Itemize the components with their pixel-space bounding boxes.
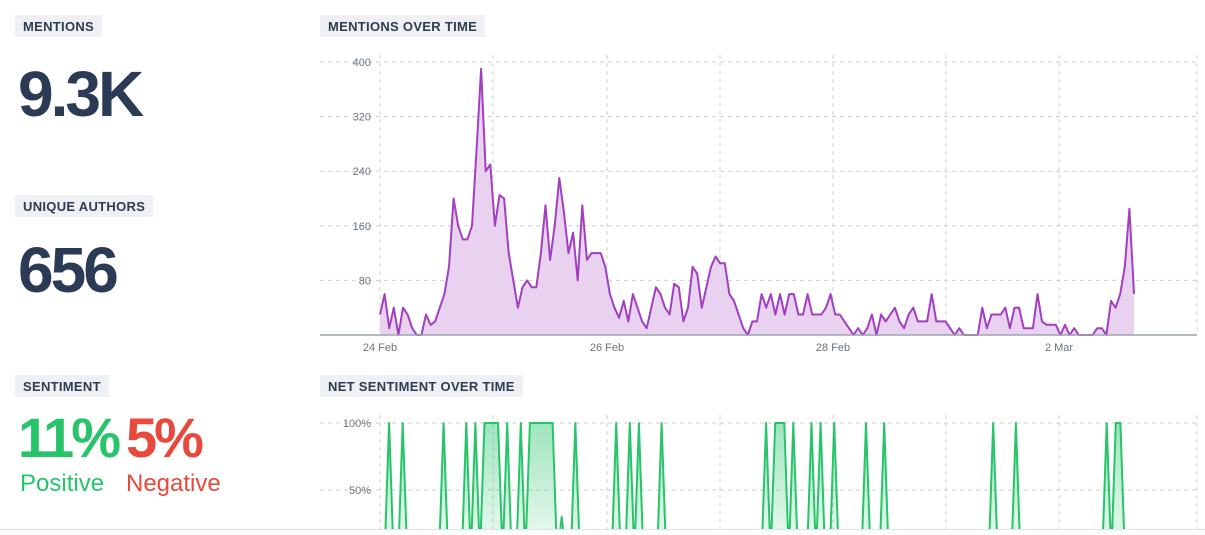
- mentions-line: [379, 67, 1135, 336]
- positive-percent: 11%: [18, 406, 121, 469]
- x-tick-label: 2 Mar: [1045, 342, 1073, 354]
- unique-authors-value: 656: [18, 234, 119, 306]
- y-tick-label: 400: [353, 57, 371, 69]
- negative-label: Negative: [126, 470, 221, 497]
- positive-label: Positive: [20, 470, 105, 497]
- y-tick-label: 50%: [349, 485, 371, 497]
- x-tick-label: 28 Feb: [816, 342, 850, 354]
- sentiment-chart-title: NET SENTIMENT OVER TIME: [320, 375, 523, 397]
- y-tick-label: 160: [353, 221, 371, 233]
- sentiment-plot: [384, 422, 1125, 529]
- x-tick-label: 26 Feb: [590, 342, 624, 354]
- mentions-over-time-chart: 400 320 240 160 80 24 Feb 26 Feb 28 Feb 2 Mar: [320, 55, 1198, 354]
- y-tick-label: 240: [353, 166, 371, 178]
- y-tick-label: 100%: [343, 418, 371, 430]
- negative-percent: 5%: [126, 406, 204, 469]
- sentiment-line: [384, 422, 1125, 529]
- bottom-divider: [0, 529, 1205, 530]
- unique-authors-label: UNIQUE AUTHORS: [15, 195, 154, 217]
- x-tick-label: 24 Feb: [363, 342, 397, 354]
- sentiment-area: [385, 423, 1124, 529]
- mentions-chart-title: MENTIONS OVER TIME: [320, 15, 486, 37]
- y-tick-label: 80: [359, 275, 371, 287]
- mentions-area: [380, 68, 1134, 336]
- mentions-value: 9.3K: [18, 58, 144, 130]
- mentions-label: MENTIONS: [15, 15, 103, 37]
- sentiment-label: SENTIMENT: [15, 375, 109, 397]
- y-tick-label: 320: [353, 112, 371, 124]
